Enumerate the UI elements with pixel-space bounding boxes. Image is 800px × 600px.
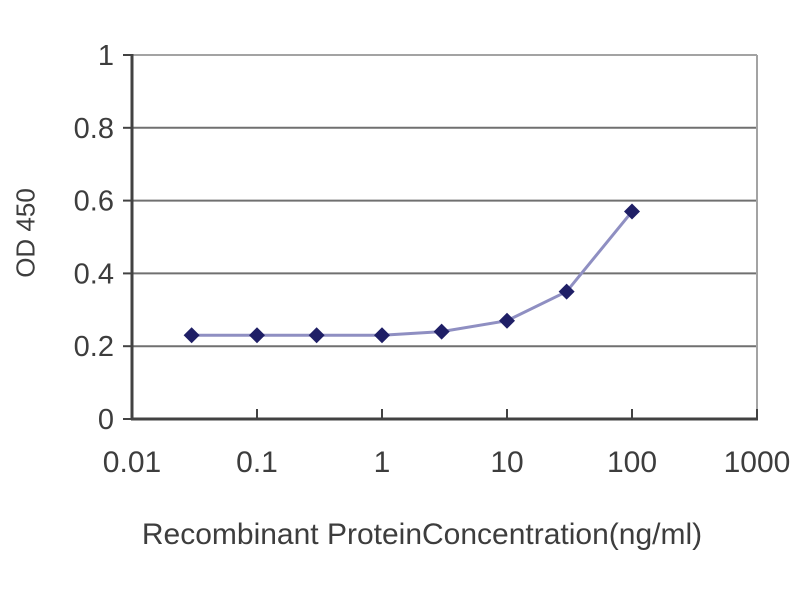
y-tick-label: 1 [98,40,114,72]
data-point-marker [558,283,575,300]
y-tick-label: 0.6 [74,186,114,218]
y-tick-label: 0 [98,404,114,436]
data-point-marker [308,327,325,344]
x-tick-label: 1000 [724,446,791,479]
x-tick-label: 100 [607,446,657,479]
x-axis-title: Recombinant ProteinConcentration(ng/ml) [141,518,703,551]
x-tick-label: 0.01 [103,446,161,479]
data-point-marker [183,327,200,344]
y-tick-label: 0.2 [74,331,114,363]
y-tick-label: 0.8 [74,113,114,145]
y-tick-label: 0.4 [74,258,114,290]
y-axis-title: OD 450 [10,188,41,278]
x-tick-label: 1 [374,446,391,479]
data-point-marker [249,327,265,344]
x-tick-label: 10 [490,446,523,479]
data-point-marker [433,323,450,340]
data-point-marker [499,312,515,329]
series-line [191,210,634,337]
data-point-marker [624,203,640,220]
x-tick-label: 0.1 [236,446,278,479]
data-point-marker [374,327,390,344]
